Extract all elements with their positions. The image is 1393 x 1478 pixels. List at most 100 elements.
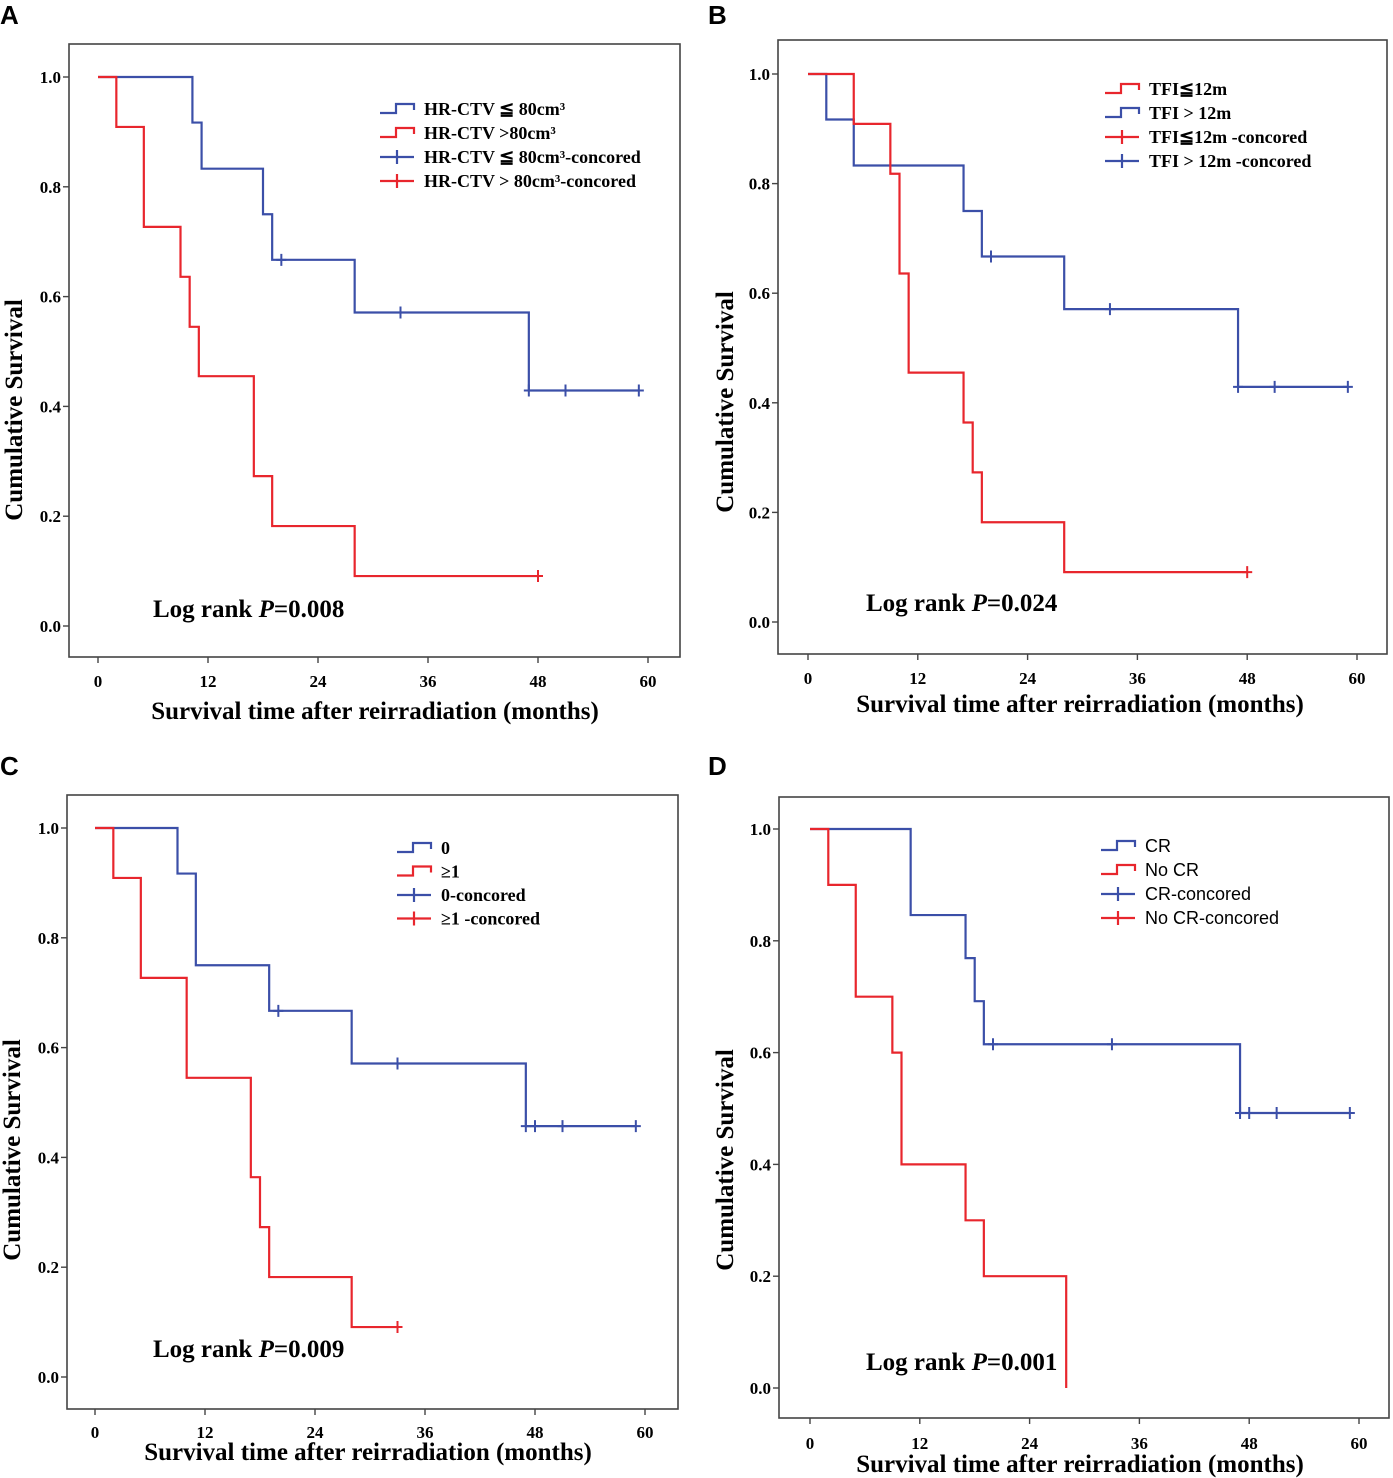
y-tick-label: 0.0 [749, 613, 770, 632]
x-tick-label: 48 [1241, 1434, 1258, 1453]
survival-step-line [808, 72, 1248, 574]
series-0 [95, 826, 641, 1133]
panel-b: B 0.0 0.2 0.4 0.6 0.8 1.0 0 12 24 36 48 60 Survival t… [708, 0, 1388, 718]
legend-censor-symbol [1105, 154, 1139, 168]
censor-mark [530, 1120, 540, 1133]
legend-censor-symbol [380, 150, 414, 164]
y-tick-label: 0.8 [40, 178, 61, 197]
legend-label: TFI > 12m -concored [1149, 151, 1311, 171]
censor-mark [523, 384, 534, 397]
x-tick-label: 60 [1351, 1434, 1368, 1453]
legend-label: ≥1 [441, 862, 460, 882]
y-tick-label: 1.0 [750, 820, 771, 839]
censor-mark [1106, 1038, 1117, 1051]
y-tick-label: 0.2 [750, 1267, 771, 1286]
x-axis-title: Survival time after reirradiation (month… [144, 1439, 592, 1466]
series-1 [95, 826, 403, 1334]
legend-label: HR-CTV ≦ 80cm³-concored [424, 147, 641, 167]
log-rank-p: P [258, 1336, 275, 1363]
x-tick-label: 36 [1131, 1434, 1148, 1453]
x-tick-label: 0 [804, 669, 813, 688]
x-axis-title: Survival time after reirradiation (month… [856, 1451, 1304, 1478]
log-rank-annotation: Log rank P=0.001 [866, 1349, 1057, 1376]
series-1 [808, 72, 1253, 579]
legend-label: HR-CTV > 80cm³-concored [424, 171, 636, 191]
y-axis-title: Cumulative Survival [712, 1049, 739, 1271]
legend-label: 0 [441, 838, 450, 858]
panel-d: D 0.0 0.2 0.4 0.6 0.8 1.0 0 12 24 36 48 60 Survival t… [708, 751, 1390, 1478]
log-rank-p: P [971, 590, 988, 617]
legend-label: HR-CTV >80cm³ [424, 123, 556, 143]
x-tick-label: 60 [640, 672, 657, 691]
series-0 [98, 75, 644, 397]
log-rank-prefix: Log rank [153, 1336, 259, 1363]
log-rank-annotation: Log rank P=0.024 [866, 590, 1058, 617]
legend-label: No CR [1145, 860, 1199, 880]
legend-label: CR-concored [1145, 884, 1251, 904]
survival-step-line [98, 75, 538, 578]
survival-step-line [98, 75, 639, 392]
log-rank-value: =0.008 [274, 596, 345, 623]
plot-frame [777, 39, 1388, 655]
x-tick-label: 48 [527, 1423, 544, 1442]
survival-step-line [95, 826, 636, 1128]
y-tick-label: 0.0 [750, 1379, 771, 1398]
censor-mark [1271, 1106, 1282, 1119]
x-axis-title: Survival time after reirradiation (month… [856, 691, 1304, 718]
survival-step-line [810, 827, 1068, 1388]
x-tick-label: 24 [310, 672, 328, 691]
survival-step-line [810, 827, 1350, 1115]
y-tick-label: 0.2 [38, 1258, 59, 1277]
x-tick-label: 36 [1129, 669, 1146, 688]
censor-mark [1233, 380, 1244, 393]
censor-mark [1244, 1106, 1255, 1119]
y-tick-label: 0.2 [40, 507, 61, 526]
legend-label: TFI > 12m [1149, 103, 1231, 123]
censor-mark [520, 1120, 531, 1133]
panel-letter: B [708, 0, 727, 30]
y-tick-label: 0.6 [40, 288, 61, 307]
legend-step-symbol [397, 865, 433, 877]
y-tick-label: 0.8 [38, 929, 59, 948]
censor-mark [392, 1057, 403, 1070]
y-tick-label: 0.2 [749, 503, 770, 522]
censor-mark [392, 1321, 403, 1334]
legend-censor-symbol [380, 174, 414, 188]
panel-c: C 0.0 0.2 0.4 0.6 0.8 1.0 0 12 24 36 48 60 Survival t… [0, 751, 679, 1466]
legend-label: HR-CTV ≦ 80cm³ [424, 99, 566, 119]
x-tick-label: 12 [200, 672, 217, 691]
x-tick-label: 60 [1349, 669, 1366, 688]
panel-letter: C [0, 751, 19, 781]
legend-step-symbol [380, 102, 416, 115]
series-1 [98, 75, 543, 583]
x-tick-label: 48 [530, 672, 547, 691]
y-tick-label: 0.4 [38, 1148, 60, 1167]
x-tick-label: 0 [806, 1434, 815, 1453]
censor-mark [630, 1120, 641, 1133]
survival-step-line [95, 826, 398, 1329]
legend-label: TFI≦12m [1149, 79, 1227, 99]
log-rank-annotation: Log rank P=0.009 [153, 1336, 344, 1363]
censor-mark [273, 1004, 284, 1017]
legend-step-symbol [380, 126, 416, 139]
legend-step-symbol [1105, 106, 1141, 119]
censor-mark [1342, 380, 1353, 393]
censor-mark [633, 384, 644, 397]
y-tick-label: 0.6 [750, 1044, 771, 1063]
y-tick-label: 0.8 [750, 932, 771, 951]
x-tick-label: 0 [94, 672, 103, 691]
censor-mark [1235, 1106, 1246, 1119]
panel-letter: A [0, 0, 19, 30]
survival-step-line [808, 72, 1348, 389]
censor-mark [560, 384, 571, 397]
panel-letter: D [708, 751, 727, 781]
log-rank-value: =0.024 [987, 590, 1058, 617]
legend-label: CR [1145, 836, 1171, 856]
series-0 [810, 827, 1355, 1119]
x-tick-label: 24 [1019, 669, 1037, 688]
censor-mark [988, 1038, 998, 1051]
y-tick-label: 1.0 [40, 68, 61, 87]
y-tick-label: 0.4 [40, 397, 62, 416]
censor-mark [1344, 1106, 1355, 1119]
